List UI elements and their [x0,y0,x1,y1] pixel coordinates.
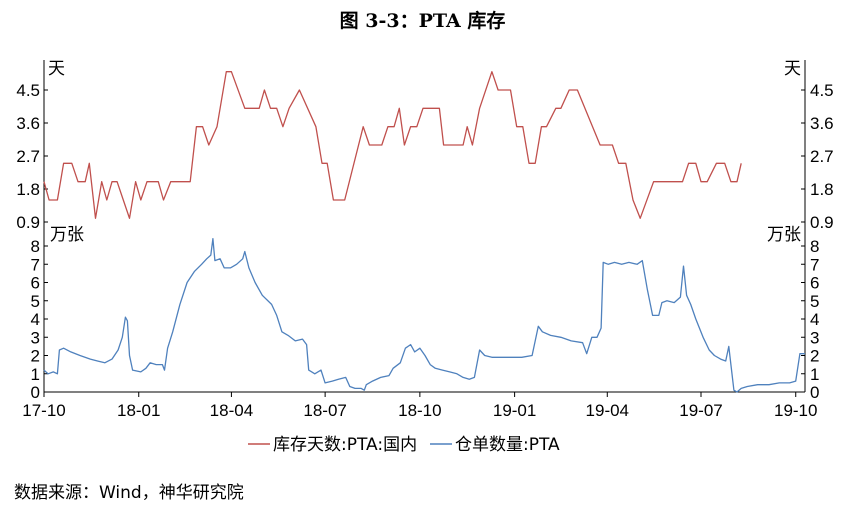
y-tick-label-bottom-left: 5 [31,292,40,311]
chart-title: 图 3-3：PTA 库存 [339,10,506,32]
y-tick-label-top-left: 1.8 [16,180,40,199]
x-tick-label: 17-10 [22,401,65,420]
unit-label-top-left: 天 [48,59,65,79]
y-tick-label-top-right: 2.7 [810,147,834,166]
legend: 库存天数:PTA:国内 仓单数量:PTA [248,435,560,455]
y-tick-label-bottom-left: 8 [31,237,40,256]
unit-label-bottom-right: 万张 [767,225,801,245]
y-tick-label-bottom-right: 2 [810,347,819,366]
x-tick-label: 18-10 [398,401,441,420]
y-tick-label-bottom-right: 6 [810,274,819,293]
series [43,71,805,393]
y-tick-label-top-right: 1.8 [810,180,834,199]
series-line-inventory-days [43,71,742,219]
legend-label-warehouse-receipts: 仓单数量:PTA [455,435,560,455]
x-tick-label: 18-07 [303,401,346,420]
x-tick-label: 18-01 [117,401,160,420]
series-line-warehouse-receipts [43,238,805,393]
unit-label-top-right: 天 [784,59,801,79]
y-tick-label-bottom-left: 4 [31,310,40,329]
y-tick-label-bottom-right: 7 [810,255,819,274]
x-tick-label: 19-01 [493,401,536,420]
source-note: 数据来源：Wind，神华研究院 [14,483,244,503]
y-tick-label-bottom-left: 2 [31,347,40,366]
y-tick-label-top-left: 4.5 [16,81,40,100]
y-tick-label-bottom-left: 6 [31,274,40,293]
y-tick-label-top-left: 3.6 [16,114,40,133]
x-tick-label: 19-04 [586,401,629,420]
y-tick-label-bottom-right: 5 [810,292,819,311]
y-tick-label-top-right: 3.6 [810,114,834,133]
y-tick-label-top-right: 4.5 [810,81,834,100]
y-tick-label-bottom-right: 1 [810,365,819,384]
x-tick-label: 19-10 [774,401,817,420]
legend-label-inventory-days: 库存天数:PTA:国内 [273,435,417,455]
x-tick-label: 19-07 [679,401,722,420]
y-tick-label-bottom-left: 1 [31,365,40,384]
y-tick-label-top-left: 2.7 [16,147,40,166]
y-tick-label-bottom-left: 3 [31,328,40,347]
y-tick-label-bottom-right: 8 [810,237,819,256]
x-tick-label: 18-04 [210,401,253,420]
y-tick-label-bottom-left: 0 [31,383,40,402]
axes: 天天万张 万张0.9 0.91.8 1.82.7 2.73.6 3.64.5 4.50 01 1… [16,59,833,420]
y-tick-label-bottom-right: 3 [810,328,819,347]
y-tick-label-top-right: 0.9 [810,213,834,232]
unit-label-bottom-left: 万张 [50,225,84,245]
y-tick-label-bottom-right: 4 [810,310,819,329]
y-tick-label-top-left: 0.9 [16,213,40,232]
y-tick-label-bottom-left: 7 [31,255,40,274]
y-tick-label-bottom-right: 0 [810,383,819,402]
